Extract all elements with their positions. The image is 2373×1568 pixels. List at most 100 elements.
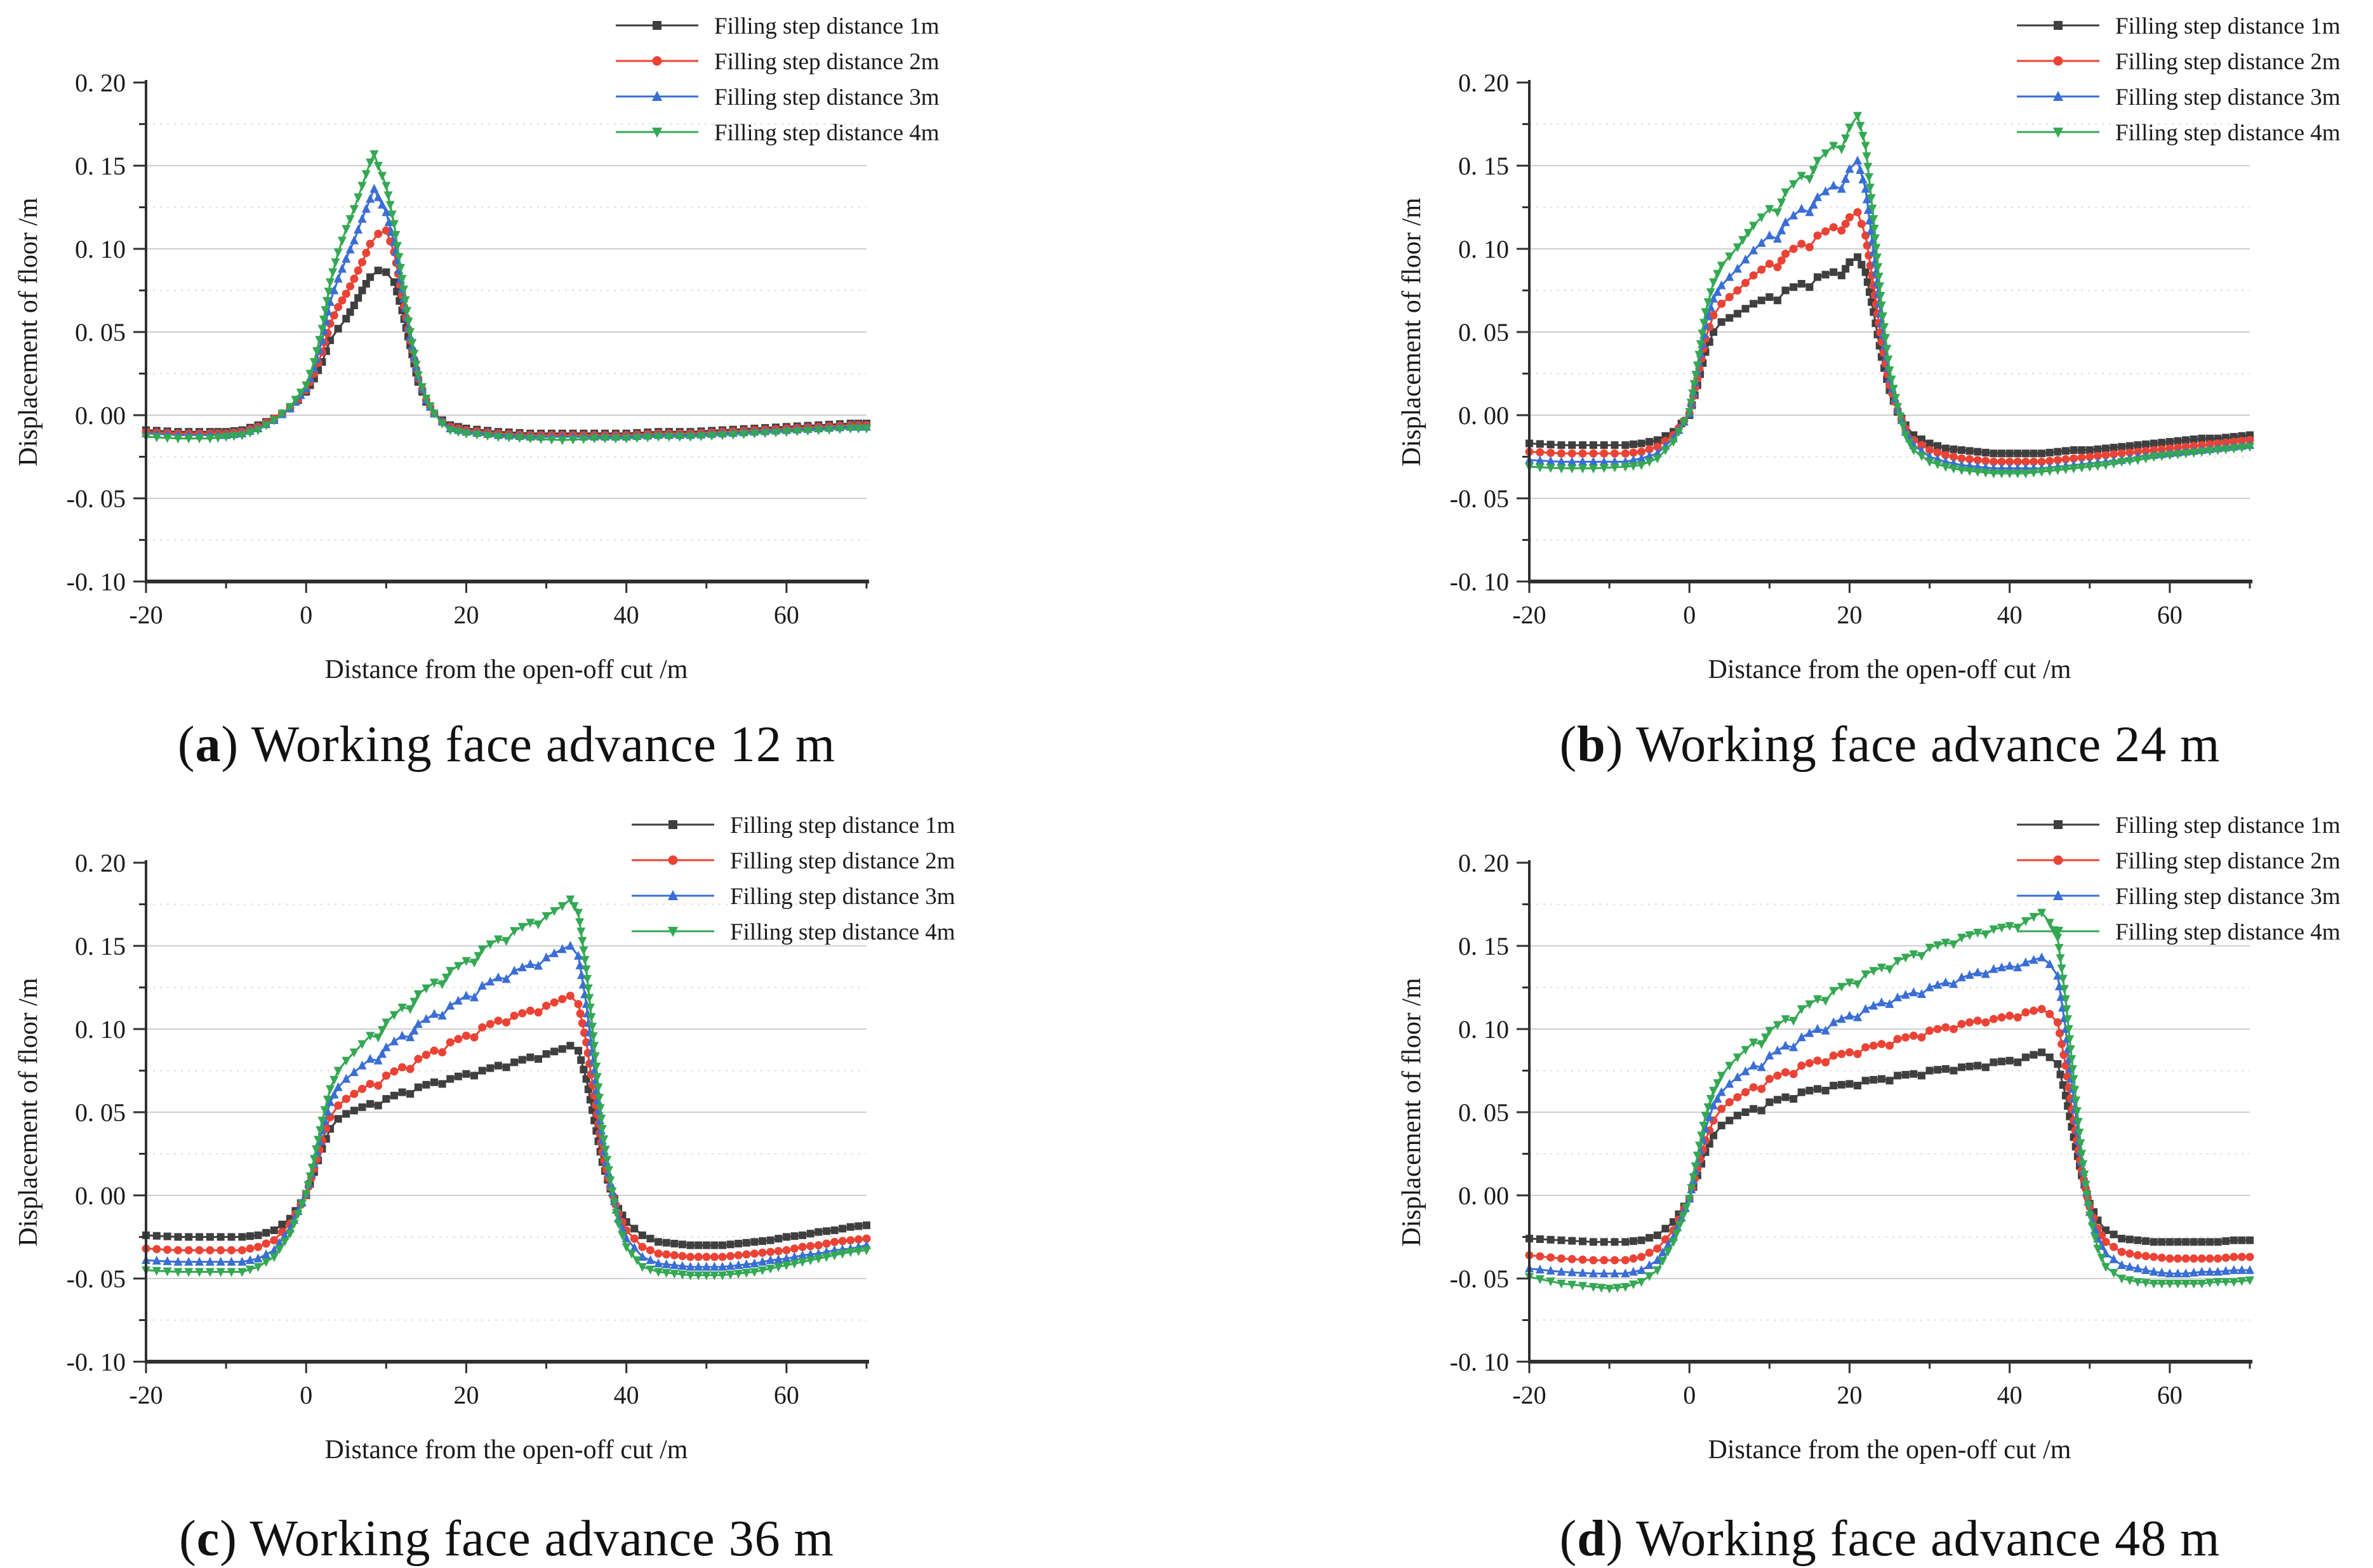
marker-triangle-up xyxy=(1829,180,1838,190)
marker-square xyxy=(2070,446,2078,455)
marker-triangle-down xyxy=(1781,1015,1790,1025)
marker-triangle-down xyxy=(1863,163,1873,172)
marker-triangle-down xyxy=(253,426,263,435)
marker-triangle-up xyxy=(718,1261,727,1271)
marker-triangle-up xyxy=(1717,280,1726,289)
marker-triangle-down xyxy=(406,1005,415,1014)
caption-c: (c) Working face advance 36 m xyxy=(62,1510,951,1568)
panel-b: 0. 20 0. 15 0. 10 0. 05 0. 00 -0. 05 -0. 10 Dis… xyxy=(1186,0,2373,780)
marker-circle xyxy=(1965,455,1974,463)
marker-triangle-down xyxy=(1621,463,1630,472)
marker-triangle-down xyxy=(2077,1150,2087,1159)
marker-circle xyxy=(686,1252,695,1261)
marker-square xyxy=(1629,440,1637,448)
marker-circle xyxy=(2141,1252,2150,1261)
y-tick-label: -0. 10 xyxy=(1450,568,1509,596)
marker-circle xyxy=(630,1234,639,1243)
marker-triangle-down xyxy=(302,381,311,390)
marker-triangle-down xyxy=(750,1268,759,1277)
marker-triangle-down xyxy=(2071,1096,2081,1106)
marker-square xyxy=(1546,441,1555,449)
marker-square xyxy=(1757,296,1765,305)
marker-square xyxy=(278,1220,286,1228)
series-line xyxy=(145,229,867,436)
x-tick-label: 0 xyxy=(1683,1381,1696,1409)
marker-triangle-up xyxy=(2181,1268,2191,1278)
marker-triangle-down xyxy=(2205,447,2214,456)
marker-triangle-down xyxy=(2090,1233,2100,1243)
marker-square xyxy=(1858,260,1866,269)
marker-square xyxy=(2134,441,2142,449)
panel-a: 0. 20 0. 15 0. 10 0. 05 0. 00 -0. 05 -0. 10 Dis… xyxy=(0,0,1186,780)
marker-triangle-down xyxy=(694,1271,703,1280)
series-line xyxy=(145,898,867,1277)
marker-triangle-down xyxy=(425,402,435,411)
marker-circle xyxy=(1829,1051,1838,1060)
marker-triangle-down xyxy=(1741,1046,1750,1055)
marker-triangle-down xyxy=(574,908,583,918)
legend: Filling step distance 1m Filling step dis… xyxy=(632,813,955,945)
marker-square xyxy=(2205,1238,2214,1246)
marker-square xyxy=(854,1222,863,1230)
marker-circle xyxy=(1981,456,1990,465)
marker-square xyxy=(734,1239,743,1247)
marker-triangle-down xyxy=(2125,457,2134,467)
marker-square xyxy=(534,1055,542,1063)
marker-triangle-down xyxy=(536,435,546,444)
marker-triangle-down xyxy=(701,1271,711,1280)
marker-triangle-down xyxy=(601,1145,610,1155)
marker-triangle-down xyxy=(2125,1276,2134,1286)
marker-circle xyxy=(2097,1231,2106,1240)
marker-triangle-down xyxy=(637,1263,647,1272)
marker-circle xyxy=(2053,1018,2062,1027)
marker-square xyxy=(646,1235,655,1243)
marker-triangle-down xyxy=(1821,997,1830,1006)
marker-triangle-down xyxy=(686,1271,695,1280)
marker-triangle-up xyxy=(1853,156,1863,165)
x-tick-label: -20 xyxy=(129,601,163,629)
marker-triangle-down xyxy=(286,402,295,412)
legend-label: Filling step distance 3m xyxy=(2115,884,2341,910)
marker-triangle-down xyxy=(373,1033,383,1043)
marker-triangle-down xyxy=(383,191,393,201)
marker-triangle-down xyxy=(408,339,417,349)
marker-triangle-down xyxy=(394,253,404,262)
marker-triangle-up xyxy=(2173,1268,2183,1278)
marker-square xyxy=(670,1239,679,1247)
marker-triangle-down xyxy=(345,215,355,224)
marker-triangle-down xyxy=(1871,234,1880,244)
y-tick-label: 0. 05 xyxy=(75,318,126,347)
y-tick-label: 0. 15 xyxy=(75,152,126,180)
marker-square xyxy=(2198,434,2206,442)
marker-triangle-down xyxy=(262,421,271,430)
y-tick-label: 0. 10 xyxy=(1458,235,1509,263)
marker-circle xyxy=(1781,1068,1790,1077)
marker-triangle-up xyxy=(1765,1050,1774,1060)
marker-square xyxy=(446,1075,455,1083)
marker-square xyxy=(358,286,366,295)
marker-square xyxy=(1965,1062,1974,1070)
grid xyxy=(146,903,867,1321)
marker-triangle-down xyxy=(472,430,482,440)
marker-triangle-down xyxy=(1853,980,1863,990)
series-filling-step-distance-2m xyxy=(1525,1005,2254,1265)
marker-square xyxy=(454,1072,462,1080)
marker-square xyxy=(1950,445,1958,453)
series-filling-step-distance-1m xyxy=(142,1042,870,1249)
marker-triangle-down xyxy=(1669,437,1678,447)
marker-triangle-down xyxy=(2237,1277,2247,1286)
marker-triangle-down xyxy=(2245,442,2254,452)
marker-triangle-down xyxy=(1896,412,1905,422)
marker-triangle-down xyxy=(1757,1040,1766,1049)
caption-letter: a xyxy=(195,717,222,773)
y-tick-label: 0. 00 xyxy=(1458,1181,1509,1210)
marker-square xyxy=(390,278,398,286)
marker-square xyxy=(1974,448,1982,456)
legend-label: Filling step distance 2m xyxy=(2115,848,2341,874)
marker-circle xyxy=(2053,56,2063,66)
marker-triangle-down xyxy=(1701,308,1710,317)
marker-circle xyxy=(2110,1242,2118,1251)
marker-square xyxy=(750,1238,759,1246)
marker-square xyxy=(2014,1058,2022,1066)
marker-triangle-down xyxy=(517,922,527,932)
